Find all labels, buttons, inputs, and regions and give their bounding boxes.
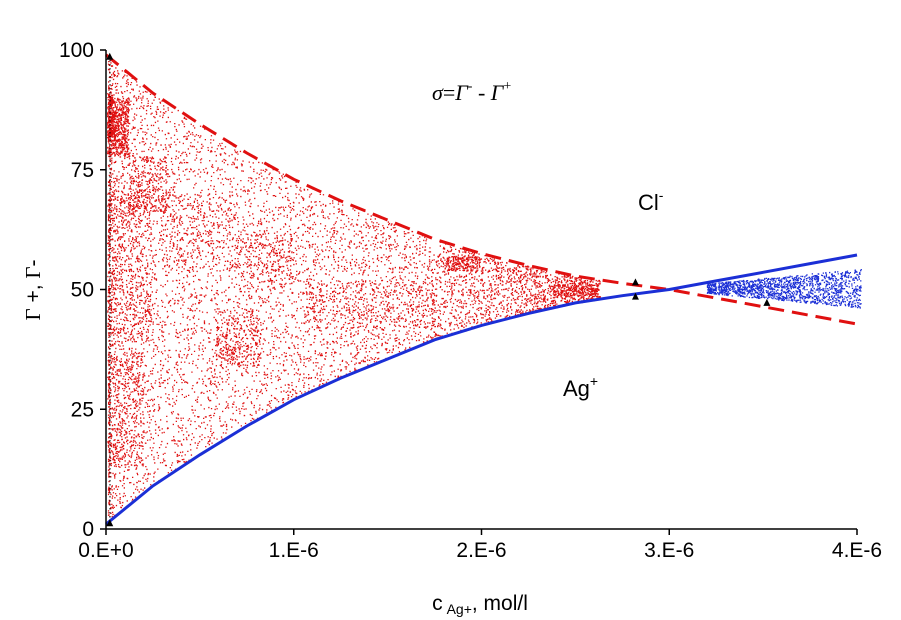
- sigma-gamma1: Γ: [454, 80, 469, 105]
- y-axis-label: Γ +, Γ-: [21, 259, 45, 320]
- series-line-cl: [105, 53, 858, 326]
- cl-annotation-sup: -: [659, 187, 664, 203]
- x-tick-label: 2.E-6: [456, 539, 506, 562]
- x-tick-label: 0.E+0: [78, 539, 133, 562]
- y-axis-label-gamma2: Γ: [21, 266, 45, 278]
- x-axis-label-main: c: [432, 592, 443, 615]
- cl-annotation: Cl-: [638, 187, 664, 215]
- marker-point: [631, 292, 639, 300]
- sigma-sup1: -: [468, 79, 473, 94]
- ag-annotation-base: Ag: [563, 376, 590, 401]
- y-tick-label: 0: [82, 518, 94, 541]
- y-tick-label: 25: [71, 398, 94, 421]
- ag-annotation: Ag+: [563, 373, 598, 401]
- y-tick-label: 100: [59, 39, 94, 62]
- x-tick-label: 4.E-6: [832, 539, 882, 562]
- x-axis-label-sub: Ag+: [447, 601, 472, 617]
- ticks: 0.E+0 1.E-6 2.E-6 3.E-6 4.E-6 0 25 50 75 100: [59, 39, 882, 562]
- y-axis-label-plus: +,: [22, 279, 45, 309]
- sigma-eq: =: [443, 80, 455, 105]
- y-tick-label: 75: [71, 159, 94, 182]
- marker-point: [106, 52, 114, 60]
- series-lines: [105, 53, 858, 526]
- ag-scatter-points: [706, 269, 862, 309]
- x-tick-label: 1.E-6: [269, 539, 319, 562]
- sigma-annotation: σ=Γ- - Γ+: [432, 79, 511, 105]
- sigma-sup2: +: [503, 79, 511, 94]
- x-axis-label-tail: , mol/l: [472, 592, 528, 615]
- cl-annotation-base: Cl: [638, 190, 659, 215]
- x-axis-label: c Ag+, mol/l: [432, 592, 528, 617]
- sigma-gamma2: Γ: [490, 80, 505, 105]
- scatter-cloud: [106, 57, 862, 522]
- ag-annotation-sup: +: [590, 373, 598, 389]
- markers: [106, 52, 771, 527]
- y-tick-label: 50: [71, 279, 94, 302]
- y-axis-label-minus: -: [22, 259, 45, 266]
- series-line-ag: [105, 253, 858, 526]
- x-tick-label: 3.E-6: [644, 539, 694, 562]
- marker-point: [763, 298, 771, 306]
- sigma-symbol: σ: [432, 80, 444, 105]
- cl-scatter-points: [106, 57, 601, 522]
- sigma-dash: -: [472, 80, 490, 105]
- marker-point: [631, 278, 639, 286]
- y-axis-label-gamma1: Γ: [21, 308, 45, 320]
- marker-point: [106, 519, 114, 527]
